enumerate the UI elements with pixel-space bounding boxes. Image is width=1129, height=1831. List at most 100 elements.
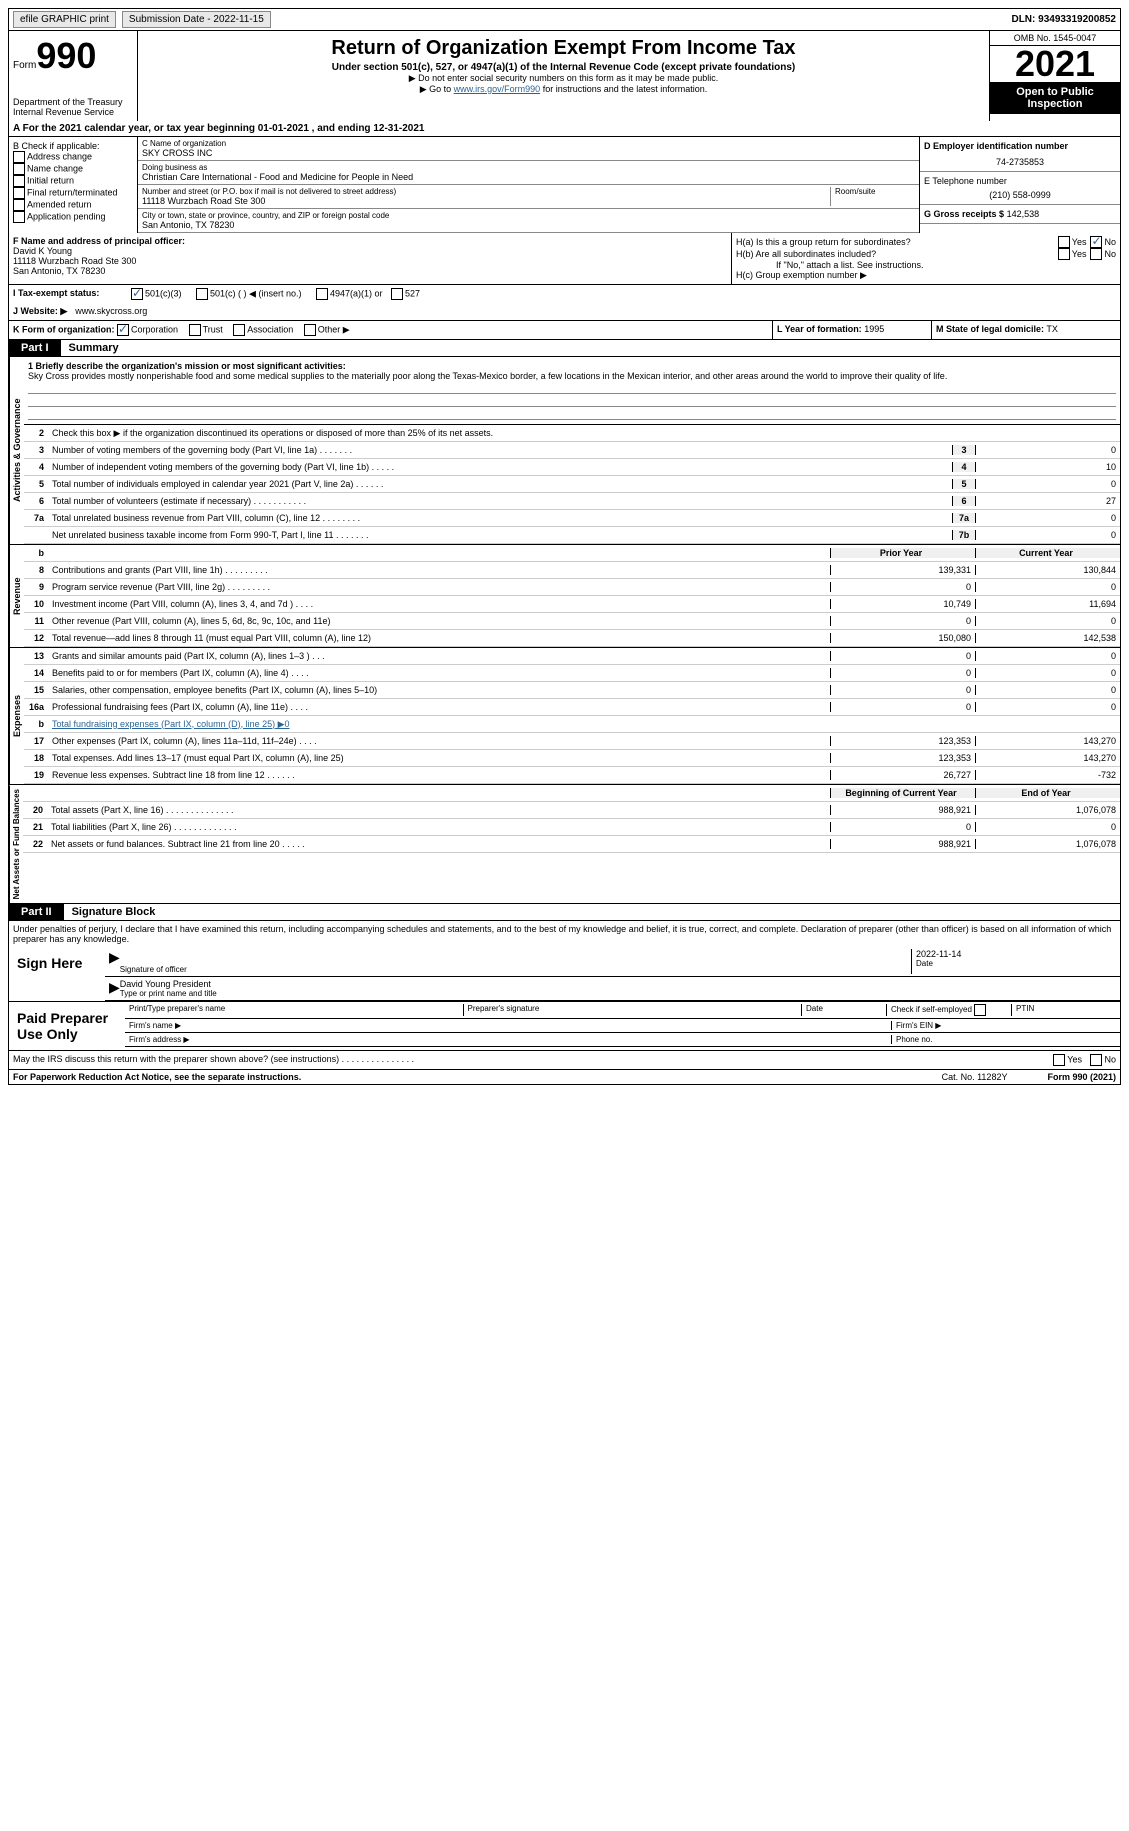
checkbox-initial[interactable]: [13, 175, 25, 187]
sign-here-label: Sign Here: [9, 947, 105, 1001]
527-checkbox[interactable]: [391, 288, 403, 300]
city-state-zip: San Antonio, TX 78230: [142, 220, 915, 230]
row-klm: K Form of organization: Corporation Trus…: [8, 321, 1121, 340]
gov-rot-label: Activities & Governance: [9, 357, 24, 544]
row-j: J Website: ▶ www.skycross.org: [8, 303, 1121, 321]
line16b-link[interactable]: Total fundraising expenses (Part IX, col…: [52, 719, 290, 729]
opt-amended: Amended return: [13, 199, 133, 211]
preparer-row1: Print/Type preparer's name Preparer's si…: [125, 1002, 1120, 1019]
line-13: 13Grants and similar amounts paid (Part …: [24, 648, 1120, 665]
line-5: 5Total number of individuals employed in…: [24, 476, 1120, 493]
website-label: J Website: ▶: [9, 303, 71, 320]
hb-yes-checkbox[interactable]: [1058, 248, 1070, 260]
officer-addr1: 11118 Wurzbach Road Ste 300: [13, 256, 136, 266]
part1-title: Summary: [61, 340, 127, 356]
penalties-text: Under penalties of perjury, I declare th…: [8, 921, 1121, 947]
checkbox-address[interactable]: [13, 151, 25, 163]
efile-button[interactable]: efile GRAPHIC print: [13, 11, 116, 28]
dept-text: Department of the Treasury Internal Reve…: [13, 97, 133, 117]
phone-cell: E Telephone number (210) 558-0999: [920, 172, 1120, 205]
assoc-checkbox[interactable]: [233, 324, 245, 336]
rev-rot-label: Revenue: [9, 545, 24, 647]
tax-status-opts: 501(c)(3) 501(c) ( ) ◀ (insert no.) 4947…: [127, 285, 1120, 303]
row-k: K Form of organization: Corporation Trus…: [9, 321, 772, 339]
discuss-no-checkbox[interactable]: [1090, 1054, 1102, 1066]
preparer-row2: Firm's name ▶ Firm's EIN ▶: [125, 1019, 1120, 1033]
opt-name: Name change: [13, 163, 133, 175]
ein-value: 74-2735853: [924, 157, 1116, 167]
other-checkbox[interactable]: [304, 324, 316, 336]
dln-text: DLN: 93493319200852: [1011, 14, 1116, 25]
expenses-block: Expenses 13Grants and similar amounts pa…: [8, 648, 1121, 785]
501c-checkbox[interactable]: [196, 288, 208, 300]
dba-cell: Doing business as Christian Care Interna…: [138, 161, 919, 185]
hc-label: H(c) Group exemption number ▶: [736, 270, 1116, 281]
trust-checkbox[interactable]: [189, 324, 201, 336]
title-box: Return of Organization Exempt From Incom…: [138, 31, 989, 121]
arrow-icon: ▶: [109, 949, 120, 974]
section-h: H(a) Is this a group return for subordin…: [732, 233, 1120, 284]
part1-tab: Part I: [9, 340, 61, 356]
4947-checkbox[interactable]: [316, 288, 328, 300]
line-16a: 16aProfessional fundraising fees (Part I…: [24, 699, 1120, 716]
net-rot-label: Net Assets or Fund Balances: [9, 785, 23, 903]
form-number-box: Form990 Department of the Treasury Inter…: [9, 31, 138, 121]
b-label: B Check if applicable:: [13, 141, 133, 151]
line-3: 3Number of voting members of the governi…: [24, 442, 1120, 459]
sig-name-line: ▶ David Young President Type or print na…: [105, 977, 1120, 1001]
officer-typed-name: David Young President: [120, 979, 1116, 989]
col-d: D Employer identification number 74-2735…: [920, 137, 1120, 233]
officer-name: David K Young: [13, 246, 72, 256]
ssn-note: ▶ Do not enter social security numbers o…: [142, 73, 985, 84]
corp-checkbox[interactable]: [117, 324, 129, 336]
mission-label: 1 Briefly describe the organization's mi…: [28, 361, 1116, 371]
hb-no-checkbox[interactable]: [1090, 248, 1102, 260]
line-19: 19Revenue less expenses. Subtract line 1…: [24, 767, 1120, 784]
501c3-checkbox[interactable]: [131, 288, 143, 300]
form-title: Return of Organization Exempt From Incom…: [142, 37, 985, 60]
line-14: 14Benefits paid to or for members (Part …: [24, 665, 1120, 682]
form-number: 990: [36, 35, 96, 76]
discuss-yes-checkbox[interactable]: [1053, 1054, 1065, 1066]
sig-date: 2022-11-14: [916, 949, 1116, 959]
cat-number: Cat. No. 11282Y: [942, 1072, 1008, 1082]
line-22: 22Net assets or fund balances. Subtract …: [23, 836, 1120, 853]
paid-label: Paid Preparer Use Only: [9, 1002, 125, 1050]
line-20: 20Total assets (Part X, line 16) . . . .…: [23, 802, 1120, 819]
firm-phone-label: Phone no.: [891, 1035, 1116, 1044]
row-m: M State of legal domicile: TX: [931, 321, 1120, 339]
line-7b: Net unrelated business taxable income fr…: [24, 527, 1120, 544]
may-discuss-row: May the IRS discuss this return with the…: [8, 1051, 1121, 1070]
preparer-row3: Firm's address ▶ Phone no.: [125, 1033, 1120, 1047]
form-word: Form: [13, 60, 36, 71]
ha-yes-checkbox[interactable]: [1058, 236, 1070, 248]
net-block: Net Assets or Fund Balances Beginning of…: [8, 785, 1121, 904]
line-12: 12Total revenue—add lines 8 through 11 (…: [24, 630, 1120, 647]
irs-link[interactable]: www.irs.gov/Form990: [454, 84, 541, 94]
checkbox-name[interactable]: [13, 163, 25, 175]
goto-note: ▶ Go to www.irs.gov/Form990 for instruct…: [142, 84, 985, 95]
line-18: 18Total expenses. Add lines 13–17 (must …: [24, 750, 1120, 767]
submission-button[interactable]: Submission Date - 2022-11-15: [122, 11, 271, 28]
sign-section: Sign Here ▶ Signature of officer 2022-11…: [8, 947, 1121, 1002]
line-15: 15Salaries, other compensation, employee…: [24, 682, 1120, 699]
firm-addr-label: Firm's address ▶: [129, 1035, 891, 1044]
checkbox-pending[interactable]: [13, 211, 25, 223]
opt-final: Final return/terminated: [13, 187, 133, 199]
top-bar: efile GRAPHIC print Submission Date - 20…: [8, 8, 1121, 31]
row-l: L Year of formation: 1995: [772, 321, 931, 339]
may-discuss-opts: Yes No: [1049, 1051, 1120, 1069]
officer-addr2: San Antonio, TX 78230: [13, 266, 105, 276]
checkbox-amended[interactable]: [13, 199, 25, 211]
checkbox-final[interactable]: [13, 187, 25, 199]
rev-header: bPrior YearCurrent Year: [24, 545, 1120, 562]
street-address: 11118 Wurzbach Road Ste 300: [142, 196, 830, 206]
year-formation: 1995: [864, 324, 884, 334]
city-cell: City or town, state or province, country…: [138, 209, 919, 233]
line-6: 6Total number of volunteers (estimate if…: [24, 493, 1120, 510]
line-10: 10Investment income (Part VIII, column (…: [24, 596, 1120, 613]
tax-year: 2021: [990, 46, 1120, 82]
ha-no-checkbox[interactable]: [1090, 236, 1102, 248]
year-box: OMB No. 1545-0047 2021 Open to Public In…: [989, 31, 1120, 121]
self-employed-checkbox[interactable]: [974, 1004, 986, 1016]
